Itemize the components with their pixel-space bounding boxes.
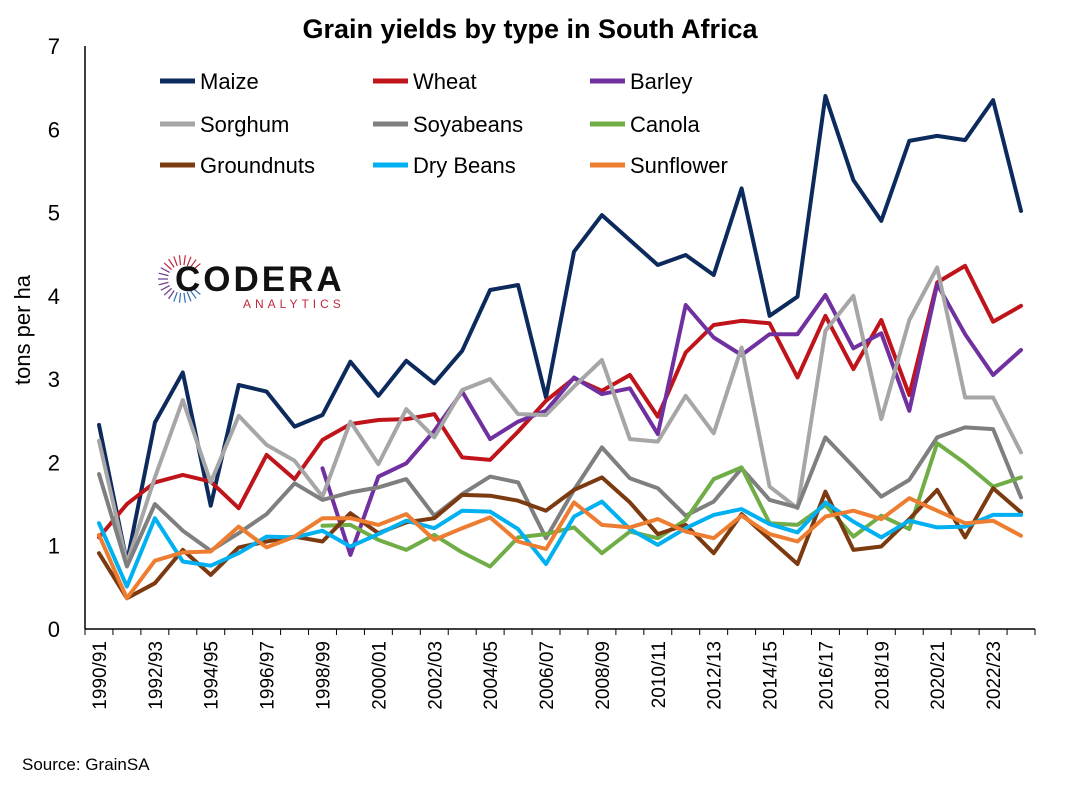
x-ticks: 1990/91 1992/93 1994/95 1996/97 1998/99 2000/… [84,629,1036,710]
logo-stroke [192,263,201,271]
legend-label-sunflower: Sunflower [630,153,728,178]
logo-stroke [163,287,172,296]
y-tick-label: 4 [48,284,60,309]
logo-stroke [160,267,170,273]
logo-stroke [183,255,186,266]
x-tick-label: 2016/17 [816,641,837,710]
x-tick-label: 1994/95 [202,641,223,710]
legend-label-barley: Barley [630,69,692,94]
legend-label-maize: Maize [200,69,259,94]
logo-stroke [186,256,192,267]
logo-stroke [178,292,182,303]
series-line-sorghum [97,265,1023,566]
legend-label-wheat: Wheat [413,69,477,94]
series-line-soyabeans [97,425,1023,569]
x-tick-label: 2014/15 [761,641,782,710]
logo-stroke [192,287,201,295]
logo-word: CODERA [175,260,345,299]
legend-label-soyabeans: Soyabeans [413,112,523,137]
logo-stroke [183,292,186,303]
x-tick-label: 1996/97 [258,641,279,710]
codera-logo: CODERA ANALYTICS [158,255,345,311]
x-tick-label: 2018/19 [872,641,893,710]
y-tick-label: 1 [48,534,60,559]
logo-mark-icon [158,255,201,303]
x-tick-label: 2012/13 [705,641,726,710]
legend-label-sorghum: Sorghum [200,112,289,137]
logo-stroke [186,291,192,302]
x-tick-label: 2000/01 [369,641,390,710]
chart-title: Grain yields by type in South Africa [302,14,758,44]
x-tick-label: 2002/03 [425,641,446,710]
y-tick-label: 7 [48,34,60,59]
y-tick-label: 2 [48,450,60,475]
logo-stroke [160,285,170,291]
logo-stroke [189,259,197,269]
y-tick-label: 5 [48,201,60,226]
x-tick-label: 2020/21 [928,641,949,710]
x-tick-label: 2006/07 [537,641,558,710]
x-tick-label: 2022/23 [984,641,1005,710]
y-axis-label: tons per ha [10,274,35,385]
logo-stroke [163,262,172,271]
logo-stroke [178,255,182,266]
series-line-wheat [97,263,1023,540]
x-tick-label: 1990/91 [90,641,111,710]
logo-stroke [168,258,175,268]
series-line-sunflower [97,496,1023,601]
logo-stroke [158,272,169,277]
y-tick-label: 6 [48,117,60,142]
series-lines [97,94,1023,601]
legend-label-groundnuts: Groundnuts [200,153,315,178]
x-tick-label: 2004/05 [481,641,502,710]
series-line-dry-beans [97,499,1023,589]
logo-stroke [189,289,197,299]
logo-stroke [173,291,178,302]
y-tick-label: 0 [48,617,60,642]
x-tick-label: 2008/09 [593,641,614,710]
x-tick-label: 1992/93 [146,641,167,710]
legend-label-dry-beans: Dry Beans [413,153,516,178]
series-line-barley [320,282,1023,557]
x-tick-label: 1998/99 [314,641,335,710]
legend-label-canola: Canola [630,112,700,137]
source-note: Source: GrainSA [22,755,150,774]
logo-stroke [158,281,169,286]
x-tick-label: 2010/11 [649,641,670,708]
legend: Maize Wheat Barley Sorghum Soyabeans Canola Gr… [160,69,728,178]
y-tick-label: 3 [48,367,60,392]
logo-stroke [173,256,178,267]
series-line-maize [97,94,1023,565]
logo-stroke [168,290,175,300]
logo-subtitle: ANALYTICS [243,297,345,311]
y-ticks: 0 1 2 3 4 5 6 7 [48,34,60,642]
